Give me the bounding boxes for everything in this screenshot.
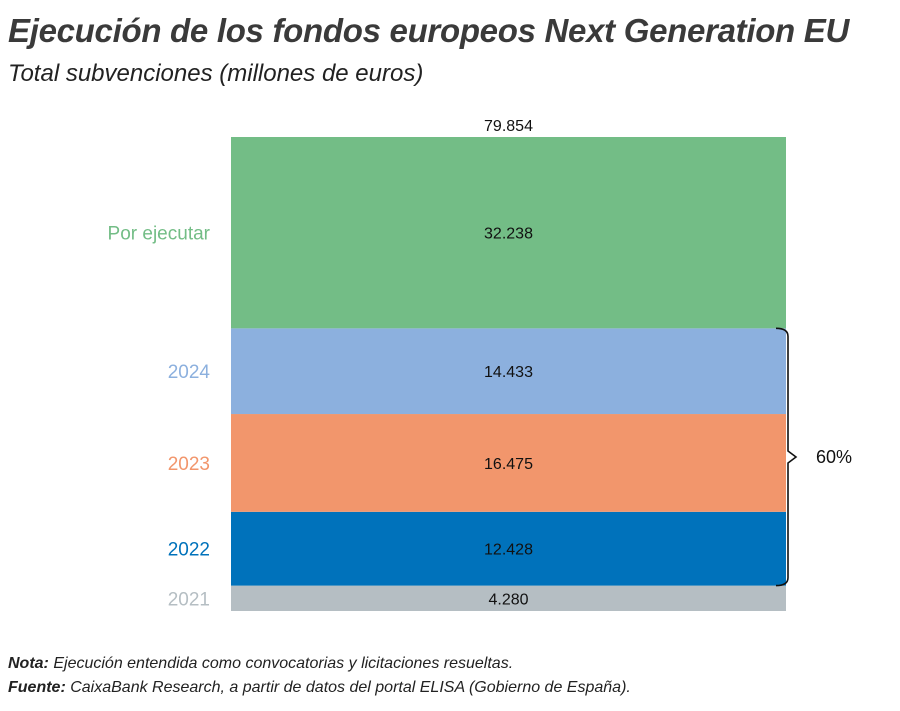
data-label: 12.428 [484, 542, 533, 559]
data-label: 32.238 [484, 226, 533, 243]
data-label: 4.280 [488, 591, 528, 608]
source-text: CaixaBank Research, a partir de datos de… [65, 679, 631, 696]
chart-title: Ejecución de los fondos europeos Next Ge… [8, 12, 850, 49]
bar-segment-2023 [231, 414, 786, 512]
note-text: Ejecución entendida como convocatorias y… [48, 655, 514, 672]
data-label: 16.475 [484, 456, 533, 473]
bracket [775, 327, 798, 587]
category-label: 2021 [168, 589, 210, 610]
category-label: 2023 [168, 454, 210, 475]
data-label: 14.433 [484, 364, 533, 381]
total-label: 79.854 [484, 118, 533, 135]
bar-segment-2024 [231, 328, 786, 415]
category-label: Por ejecutar [108, 224, 211, 245]
bar-segment-por-ejecutar [231, 137, 786, 329]
bracket-label: 60% [816, 447, 852, 467]
note-line: Nota: Ejecución entendida como convocato… [8, 655, 513, 673]
note-label: Nota: [8, 655, 49, 672]
bar-segment-2021 [231, 585, 786, 611]
category-label: 2022 [168, 540, 210, 561]
source-label: Fuente: [8, 679, 66, 696]
source-line: Fuente: CaixaBank Research, a partir de … [8, 679, 631, 697]
bar-segment-2022 [231, 511, 786, 586]
chart-subtitle: Total subvenciones (millones de euros) [8, 60, 424, 87]
category-label: 2024 [168, 362, 211, 383]
